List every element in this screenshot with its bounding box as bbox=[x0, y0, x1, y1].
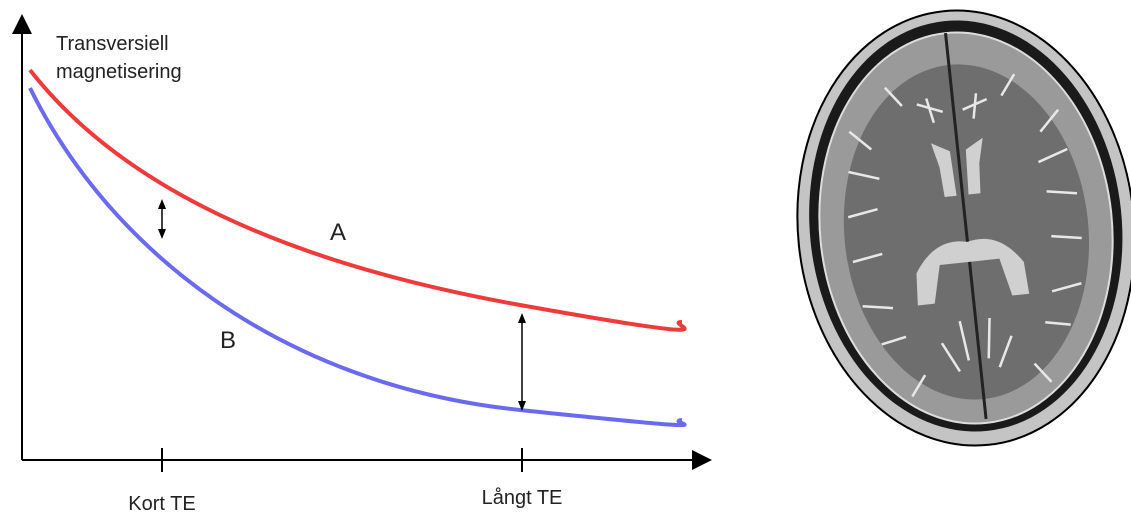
axis-label: magnetisering bbox=[56, 61, 182, 83]
diagram: Transversiell magnetisering A B Kort TE … bbox=[0, 0, 1131, 514]
x-label: Långt TE bbox=[482, 487, 563, 509]
y-arrow bbox=[12, 14, 32, 34]
curve-b bbox=[30, 88, 685, 425]
curve-label: B bbox=[220, 327, 236, 354]
curve-label: A bbox=[330, 219, 346, 246]
axis-label: Transversiell bbox=[56, 33, 169, 55]
brain-illustration bbox=[776, 0, 1131, 462]
curve-a bbox=[30, 70, 685, 330]
x-label: Kort TE bbox=[128, 493, 195, 514]
x-arrow bbox=[692, 450, 712, 470]
